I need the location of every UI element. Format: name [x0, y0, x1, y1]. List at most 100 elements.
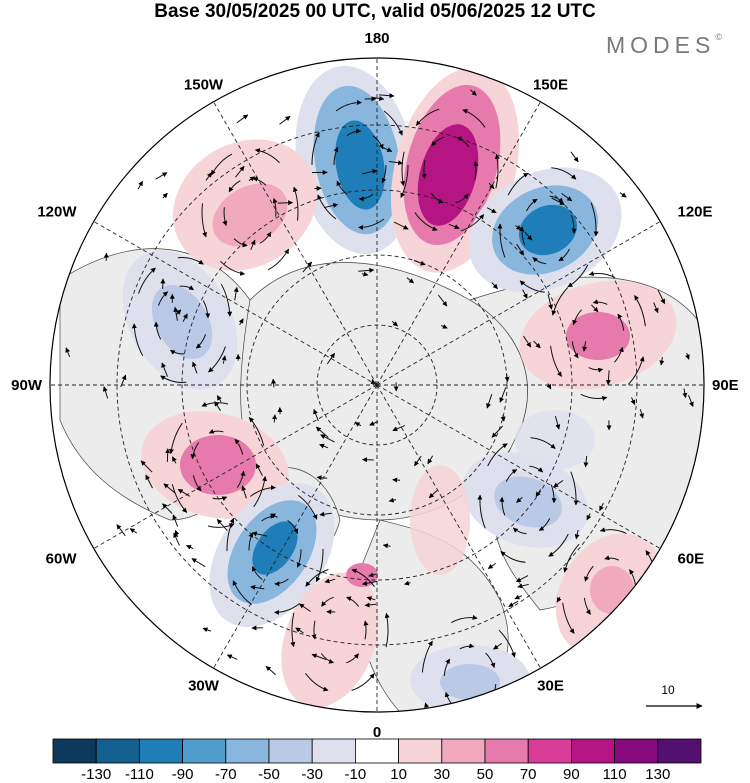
wind-arrow	[392, 477, 401, 483]
flow-arrow	[220, 283, 233, 317]
wind-arrow	[311, 653, 327, 661]
flow-arrow	[335, 99, 362, 112]
anomaly-pos-east-asia-core	[566, 312, 630, 360]
flow-arrow	[462, 109, 486, 128]
flow-arrow	[248, 417, 265, 446]
flow-arrow	[358, 193, 374, 202]
wind-arrow	[362, 580, 378, 586]
wind-arrow	[202, 627, 212, 633]
flow-arrow	[551, 167, 577, 180]
wind-arrow	[362, 168, 378, 175]
anomaly-neg-north-africa-core	[440, 664, 500, 700]
flow-arrow	[311, 620, 317, 640]
anomaly-neg-pacific-edge	[515, 410, 595, 470]
flow-arrow	[346, 653, 359, 664]
flow-arrow	[497, 223, 506, 258]
wind-arrow	[371, 95, 385, 101]
flow-arrow	[507, 172, 529, 196]
wind-arrow	[553, 479, 564, 488]
flow-arrow	[614, 346, 624, 363]
wind-arrow	[298, 603, 311, 612]
wind-arrow	[605, 370, 611, 386]
wind-arrow	[546, 383, 552, 390]
wind-arrow	[523, 335, 532, 348]
flow-arrow	[190, 442, 200, 460]
flow-arrow	[157, 291, 169, 306]
flow-arrow	[443, 658, 451, 676]
colorbar-swatch	[398, 738, 443, 764]
flow-arrow	[494, 153, 500, 189]
flow-arrow	[202, 300, 211, 319]
wind-arrow	[491, 282, 498, 290]
flow-arrow	[580, 393, 608, 401]
wind-arrow	[514, 594, 523, 600]
wind-arrow	[500, 415, 506, 422]
longitude-label-30w: 30W	[188, 678, 220, 695]
brand-mark: ©	[715, 32, 722, 42]
flow-arrows	[65, 89, 694, 712]
flow-arrow	[249, 485, 276, 497]
flow-arrow	[233, 238, 248, 248]
wind-arrow	[488, 182, 495, 190]
colorbar-swatch	[441, 738, 486, 764]
wind-arrow	[248, 176, 256, 182]
wind-arrow	[270, 513, 278, 519]
flow-arrow	[351, 673, 375, 691]
wind-arrow	[221, 355, 227, 364]
wind-arrow	[508, 600, 519, 608]
colorbar-tick-label: 30	[433, 766, 450, 783]
wind-arrow	[591, 304, 599, 313]
flow-arrow	[177, 257, 204, 265]
wind-arrow	[251, 531, 268, 537]
wind-arrow	[428, 490, 438, 499]
anomaly-pos-east-siberia-core	[417, 124, 479, 226]
colorbar-swatch	[527, 738, 572, 764]
flow-arrow	[251, 566, 263, 581]
wind-arrow	[140, 460, 153, 473]
flow-arrow	[210, 153, 233, 176]
wind-arrow	[404, 580, 411, 586]
flow-arrow	[430, 192, 444, 204]
flow-arrow	[208, 428, 224, 434]
longitude-label-90w: 90W	[11, 377, 43, 394]
longitude-label-0: 0	[373, 724, 381, 741]
wind-arrow	[354, 422, 362, 427]
colorbar-swatch	[484, 738, 529, 764]
colorbar-tick-label: 70	[520, 766, 537, 783]
wind-arrow	[323, 203, 339, 209]
wind-arrow	[406, 277, 415, 284]
colorbar-tick-label: -30	[301, 766, 323, 783]
wind-arrow	[182, 313, 188, 322]
wind-arrow	[533, 340, 541, 349]
wind-arrow	[639, 409, 644, 419]
anomaly-neg-russia-core	[494, 476, 562, 528]
meridian-line	[376, 101, 541, 386]
flow-arrow	[168, 422, 183, 455]
flow-arrow	[267, 248, 290, 271]
wind-arrow	[524, 231, 533, 241]
flow-arrow	[234, 438, 244, 455]
wind-arrow	[326, 352, 336, 365]
flow-arrow	[530, 437, 556, 449]
longitude-label-150w: 150W	[184, 77, 224, 94]
flow-arrow	[604, 555, 620, 561]
flow-arrow	[358, 218, 385, 231]
wind-arrow	[161, 362, 168, 377]
graticule	[50, 58, 704, 712]
wind-arrow	[582, 341, 588, 352]
wind-arrow	[366, 596, 376, 602]
flow-arrow	[571, 341, 579, 359]
wind-arrow	[205, 172, 213, 181]
colorbar-swatch	[614, 738, 659, 764]
wind-arrow	[172, 514, 179, 527]
wind-arrow	[682, 388, 688, 399]
flow-arrow	[290, 612, 296, 648]
wind-arrow	[561, 193, 573, 202]
flow-arrow	[298, 494, 318, 520]
flow-arrow	[583, 597, 591, 615]
wind-arrow	[688, 394, 694, 408]
anomaly-neg-aleutian-north-core	[335, 120, 385, 210]
meridian-line	[213, 384, 378, 669]
wind-arrow	[177, 488, 191, 497]
